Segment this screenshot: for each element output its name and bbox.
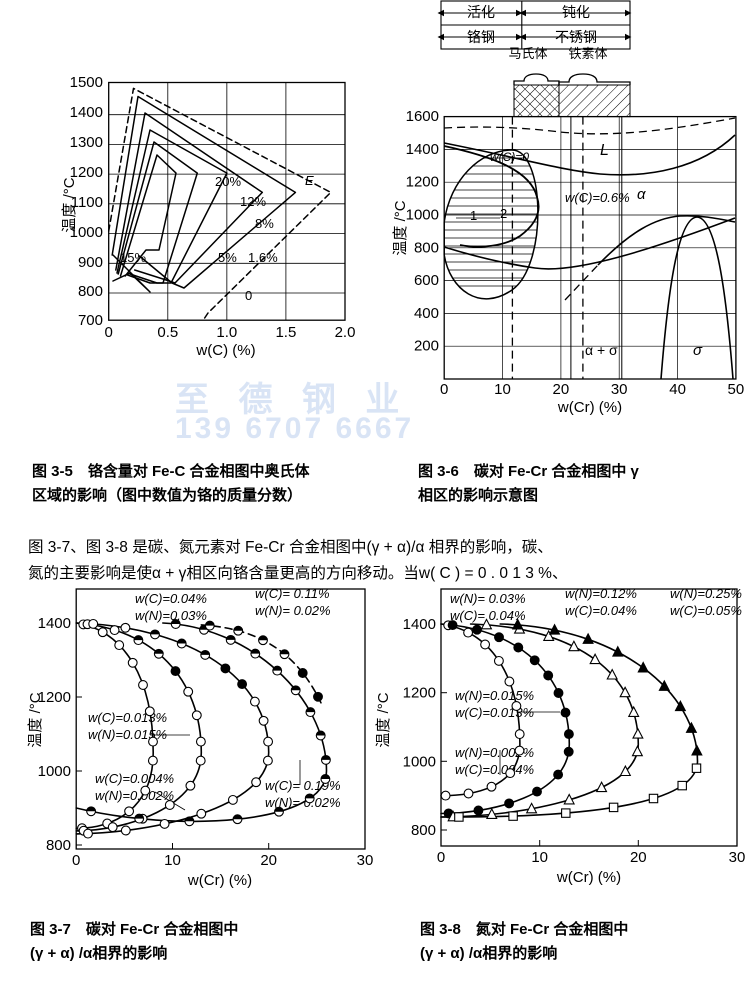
svg-text:w(N)=0.25%: w(N)=0.25% xyxy=(670,586,742,601)
svg-text:w(C)=0.013%: w(C)=0.013% xyxy=(455,705,534,720)
svg-text:w(C)=0.05%: w(C)=0.05% xyxy=(670,603,742,618)
svg-text:20: 20 xyxy=(630,849,647,866)
svg-text:0: 0 xyxy=(437,849,445,866)
svg-text:w(C)=0.04%: w(C)=0.04% xyxy=(565,603,637,618)
svg-text:w(C)=0.004%: w(C)=0.004% xyxy=(455,762,534,777)
svg-text:w(N)=0.015%: w(N)=0.015% xyxy=(455,688,534,703)
svg-text:w(Cr) (%): w(Cr) (%) xyxy=(556,869,621,886)
svg-text:800: 800 xyxy=(411,822,436,839)
svg-text:w(N)=0.12%: w(N)=0.12% xyxy=(565,586,637,601)
svg-text:10: 10 xyxy=(531,849,548,866)
svg-text:w(N)= 0.03%: w(N)= 0.03% xyxy=(450,591,526,606)
svg-text:1400: 1400 xyxy=(403,616,436,633)
svg-text:30: 30 xyxy=(729,849,746,866)
svg-text:1000: 1000 xyxy=(403,753,436,770)
svg-text:1200: 1200 xyxy=(403,685,436,702)
